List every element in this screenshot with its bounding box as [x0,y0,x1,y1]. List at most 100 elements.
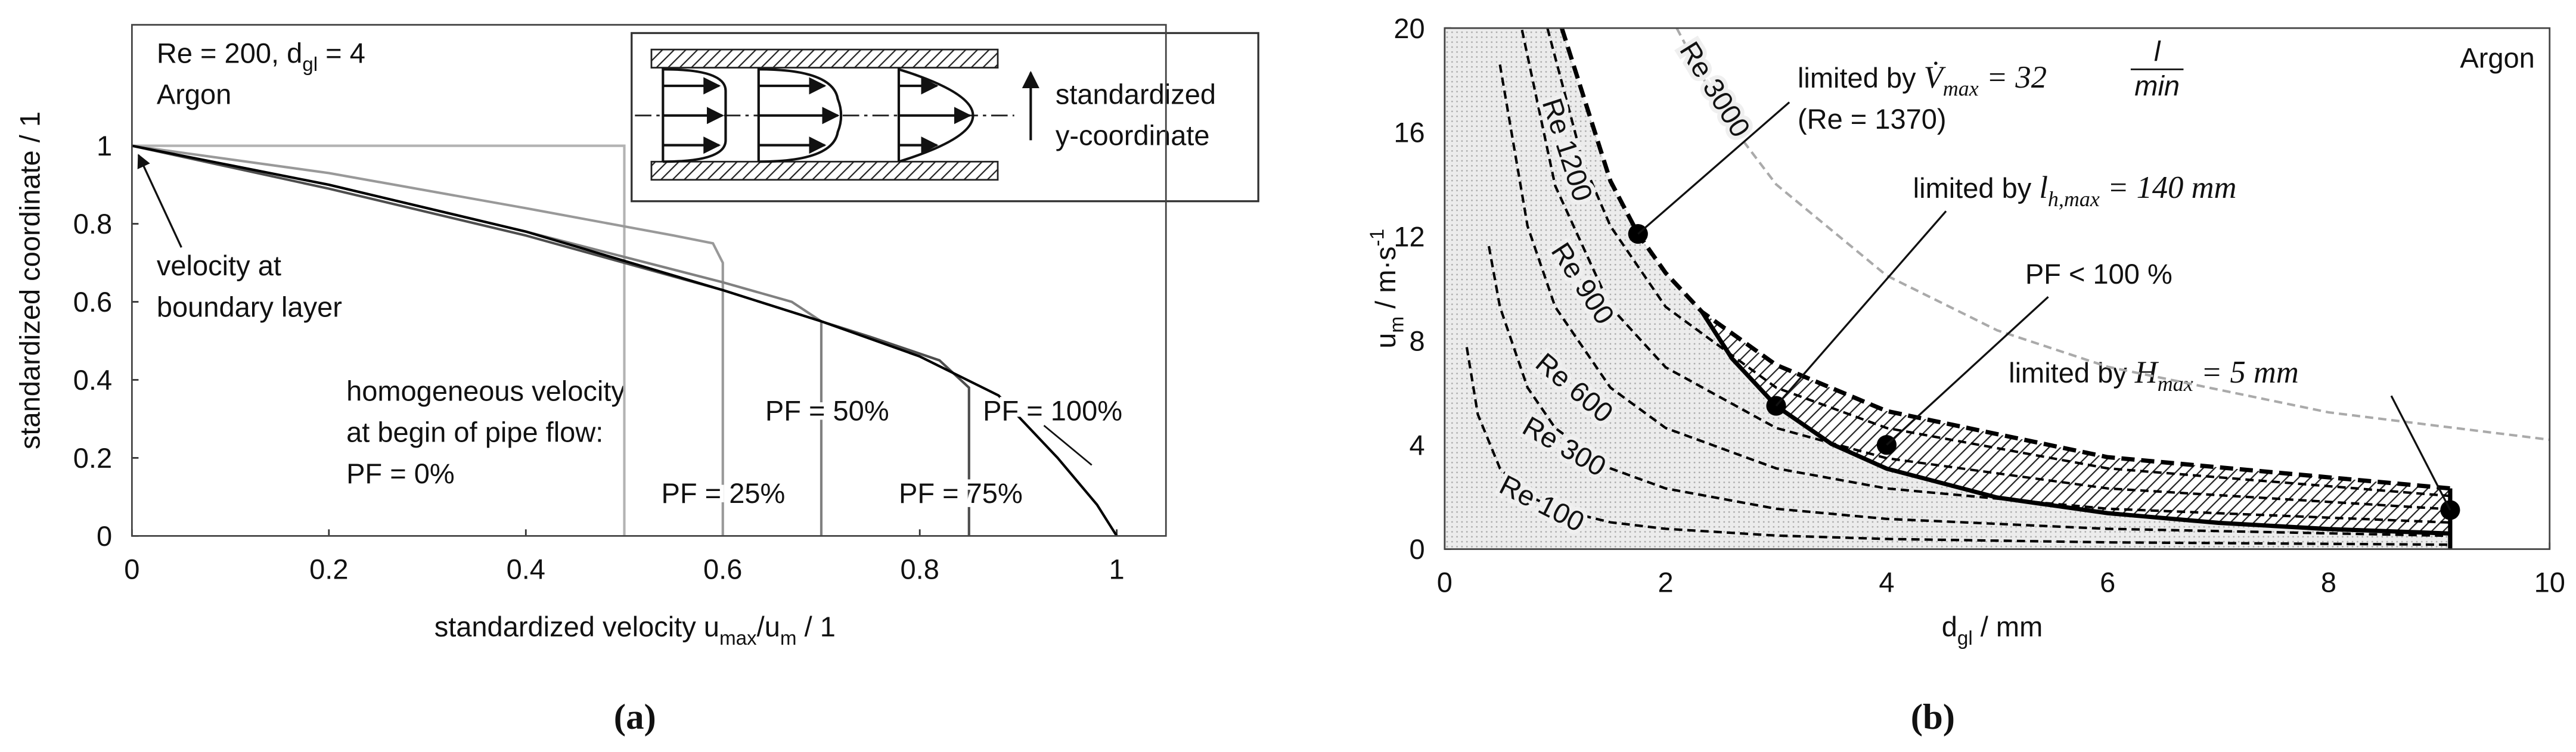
text-part: max [1943,77,1979,101]
text-part: gl [302,54,318,76]
text-part: / mm [1973,611,2043,642]
text-part: limited by [2009,357,2135,389]
series-label: PF = 0% [346,458,455,489]
y-tick-label: 0 [97,520,112,552]
x-tick-label: 0.4 [507,553,545,585]
series-label: PF = 75% [899,477,1023,509]
text-part: standardized [1056,78,1216,110]
series-line [132,144,724,536]
x-tick-label: 2 [1658,566,1674,598]
text-part: homogeneous velocity [346,375,625,407]
y-axis-label: um / m·s-1 [1366,229,1408,349]
text-part: V̇ [1924,60,1947,95]
series-line [1546,27,2451,498]
feasible-region [1702,312,2450,534]
x-tick-label: 0 [124,553,139,585]
annotation: (Re = 1370) [1798,103,1947,135]
inset [631,32,1259,203]
annotation: velocity at [157,250,281,281]
text-part: PF < 100 % [2025,258,2172,290]
annotation: homogeneous velocity [346,375,625,407]
leader [1637,101,1790,235]
annotation: limited by lh,max = 140 mm [1913,170,2237,211]
annotation: PF < 100 % [2025,258,2172,290]
y-tick-label: 0.4 [73,364,112,396]
x-axis-label: standardized velocity umax/um / 1 [434,611,836,650]
series-label: PF = 50% [765,395,889,427]
y-tick-label: 0.2 [73,442,112,474]
annotation: limited by V̇max = 32 [1798,60,2047,101]
text-part: = 32 [1979,60,2047,95]
text-part: = 5 mm [2193,355,2299,390]
text-part: gl [1957,627,1973,650]
y-tick-label: 8 [1410,325,1425,356]
series-line [132,144,626,536]
text-part: m [780,627,797,650]
text-part: l [2039,170,2048,205]
x-tick-label: 0.8 [900,553,939,585]
annotation: Argon [2460,42,2534,74]
series-label: PF = 100% [983,395,1122,427]
series-line [1465,347,2450,546]
y-tick-label: 20 [1393,13,1424,44]
text-part: m [1386,316,1408,333]
text-part: (Re = 1370) [1798,103,1947,135]
plot-frame [131,24,1167,537]
text-part: /u [757,611,780,642]
text-part: Argon [2460,42,2534,74]
caption: (a) [614,697,656,737]
arrow [137,154,182,248]
text-part: = 4 [318,37,365,69]
text-part: boundary layer [157,291,342,322]
annotation: at begin of pipe flow: [346,417,603,448]
text-part: y-coordinate [1056,120,1210,151]
text-part: / 1 [797,611,836,642]
text-part: limited by [1798,62,1924,94]
series-line [1675,27,2550,441]
x-axis-label: dgl / mm [1942,611,2043,650]
leader [1775,210,1947,407]
annotation: Re = 200, dgl = 4 [157,37,365,76]
y-tick-label: 0.8 [73,208,112,240]
text-part: standardized coordinate / 1 [14,111,45,449]
x-tick-label: 0.6 [703,553,742,585]
x-tick-label: 0.2 [309,553,348,585]
x-tick-label: 6 [2100,566,2115,598]
text-part: h,max [2048,187,2100,211]
text-part: d [1942,611,1957,642]
series-line [1520,29,2451,511]
leader [1043,424,1093,466]
region [1444,28,2450,549]
y-tick-label: 0.6 [73,286,112,318]
caption: (b) [1911,697,1955,737]
annotation: boundary layer [157,291,342,322]
text-part: velocity at [157,250,281,281]
y-tick-label: 16 [1393,117,1424,148]
x-tick-label: 4 [1879,566,1894,598]
leader [2390,395,2451,511]
x-tick-label: 10 [2534,566,2565,598]
annotation: standardized [1056,78,1216,110]
x-tick-label: 0 [1437,566,1453,598]
fraction-num: l [2154,36,2161,67]
series-line [1700,310,2451,536]
text-part: max [719,627,757,650]
leader [1886,296,2049,446]
series-line [1487,246,2450,537]
fraction-den: min [2134,70,2180,102]
text-part: at begin of pipe flow: [346,417,603,448]
text-part: Re = 200, d [157,37,302,69]
plot-frame [1444,27,2551,550]
x-tick-label: 8 [2321,566,2336,598]
y-tick-label: 1 [97,130,112,161]
text-part: -1 [1366,229,1388,247]
x-tick-label: 1 [1109,553,1125,585]
series-label: PF = 25% [662,477,786,509]
text-part: = 140 mm [2100,170,2237,205]
y-axis-label: standardized coordinate / 1 [14,111,45,449]
series-label: Re 3000 [1674,36,1756,142]
annotation: limited by Hmax = 5 mm [2009,355,2299,396]
y-tick-label: 4 [1410,429,1425,461]
